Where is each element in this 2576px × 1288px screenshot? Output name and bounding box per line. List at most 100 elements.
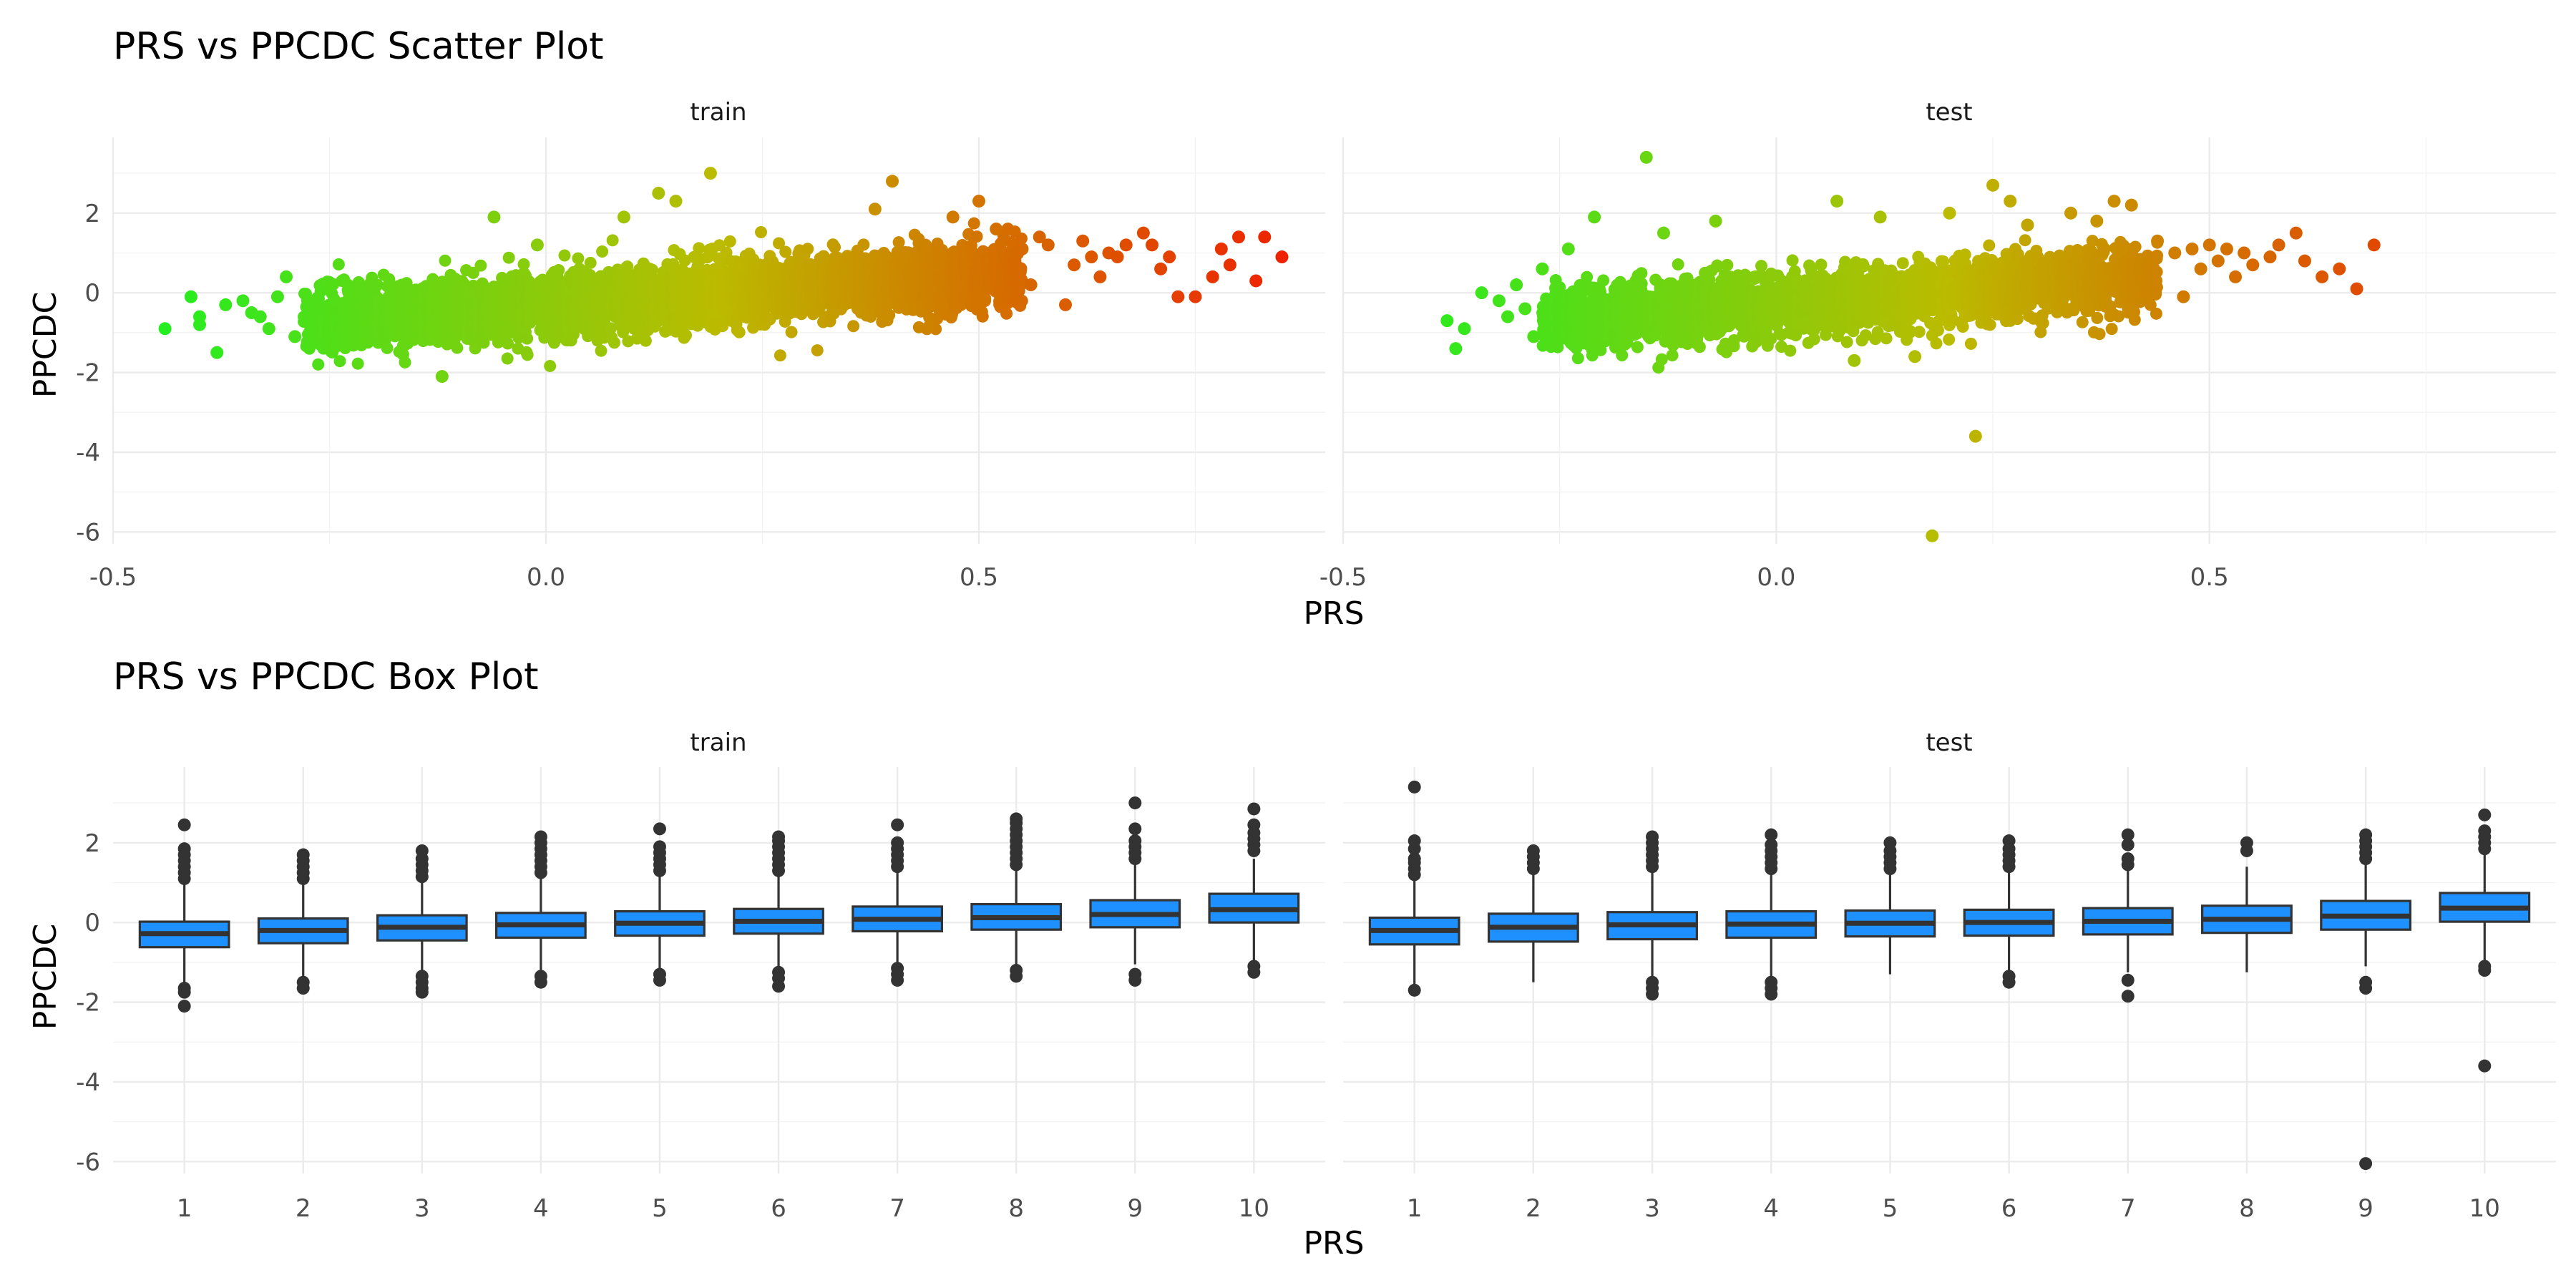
scatter-point — [1755, 260, 1768, 273]
scatter-point — [733, 326, 746, 338]
scatter-point — [946, 210, 960, 224]
scatter-panel-train — [112, 137, 1325, 544]
scatter-point — [1857, 260, 1870, 273]
scatter-point — [829, 240, 841, 253]
scatter-point — [1154, 262, 1168, 275]
scatter-point — [332, 258, 345, 270]
scatter-point — [1015, 294, 1028, 307]
scatter-point — [303, 342, 316, 355]
scatter-point — [669, 195, 683, 208]
scatter-point — [1214, 242, 1228, 255]
scatter-point — [1232, 230, 1245, 244]
scatter-point — [847, 320, 860, 333]
scatter-point — [972, 195, 985, 208]
scatter-point — [1784, 344, 1797, 357]
scatter-point — [439, 254, 452, 267]
scatter-point — [801, 243, 814, 255]
scatter-point — [521, 332, 534, 345]
scatter-point — [253, 310, 267, 323]
scatter-point — [1275, 250, 1289, 264]
scatter-point — [1258, 230, 1272, 244]
scatter-point — [1223, 258, 1236, 272]
scatter-point — [1206, 270, 1219, 283]
scatter-point — [351, 357, 364, 370]
scatter-point — [193, 318, 206, 331]
scatter-point — [219, 298, 233, 311]
scatter-point — [467, 266, 479, 279]
scatter-point — [1171, 290, 1185, 303]
scatter-point — [1786, 254, 1799, 267]
scatter-point — [262, 322, 275, 336]
scatter-point — [312, 358, 325, 371]
scatter-point — [723, 235, 736, 248]
scatter-cloud-train — [298, 217, 1028, 372]
scatter-point — [517, 258, 530, 270]
scatter-point — [970, 230, 983, 243]
scatter-point — [652, 186, 665, 200]
scatter-point — [210, 346, 224, 359]
scatter-point — [371, 278, 384, 291]
scatter-point — [680, 328, 693, 341]
scatter-point — [530, 238, 544, 252]
scatter-point — [1015, 262, 1028, 275]
scatter-point — [474, 259, 487, 272]
scatter-point — [521, 348, 534, 361]
scatter-point — [1631, 341, 1644, 353]
scatter-point — [1136, 226, 1150, 240]
scatter-point — [886, 175, 899, 188]
scatter-point — [333, 355, 346, 368]
scatter-strip-test: test — [1926, 98, 1972, 127]
scatter-point — [1163, 250, 1176, 264]
scatter-point — [1024, 278, 1038, 292]
scatter-point — [270, 290, 284, 303]
scatter-point — [1597, 274, 1610, 287]
scatter-point — [552, 264, 565, 277]
scatter-point — [1189, 290, 1202, 303]
scatter-point — [1111, 250, 1124, 264]
scatter-point — [779, 245, 792, 258]
scatter-point — [469, 342, 482, 355]
scatter-point — [1093, 270, 1107, 283]
scatter-point — [1146, 238, 1158, 252]
scatter-point — [617, 210, 630, 224]
scatter-strip-train: train — [690, 98, 746, 127]
scatter-point — [608, 336, 620, 349]
scatter-point — [1693, 341, 1706, 353]
scatter-point — [572, 252, 585, 265]
scatter-point — [811, 344, 824, 357]
scatter-point — [1616, 349, 1629, 362]
scatter-point — [595, 344, 608, 357]
scatter-point — [693, 242, 706, 255]
scatter-point — [501, 352, 514, 365]
scatter-point — [920, 322, 934, 336]
scatter-point — [381, 341, 394, 354]
scatter-point — [1041, 238, 1055, 252]
scatter-point — [1000, 307, 1013, 320]
scatter-point — [1815, 258, 1828, 271]
scatter-point — [477, 336, 490, 349]
scatter-point — [487, 210, 501, 224]
scatter-point — [383, 273, 396, 286]
scatter-point — [502, 337, 514, 350]
scatter-point — [1119, 238, 1133, 252]
scatter-point — [1880, 332, 1893, 345]
scatter-point — [1068, 258, 1081, 272]
scatter-point — [990, 223, 1003, 236]
scatter-point — [544, 359, 557, 372]
scatter-point — [976, 310, 989, 323]
scatter-point — [558, 249, 571, 262]
scatter-point — [1635, 277, 1648, 290]
scatter-point — [857, 238, 870, 251]
scatter-panel-test — [1342, 137, 2556, 544]
scatter-point — [451, 341, 464, 354]
scatter-point — [288, 330, 302, 343]
scatter-point — [1059, 298, 1072, 311]
scatter-point — [1655, 353, 1668, 366]
scatter-point — [184, 290, 197, 303]
scatter-point — [1635, 267, 1648, 280]
scatter-point — [400, 277, 413, 290]
scatter-point — [606, 234, 619, 247]
scatter-point — [703, 167, 717, 180]
scatter-point — [596, 245, 609, 258]
